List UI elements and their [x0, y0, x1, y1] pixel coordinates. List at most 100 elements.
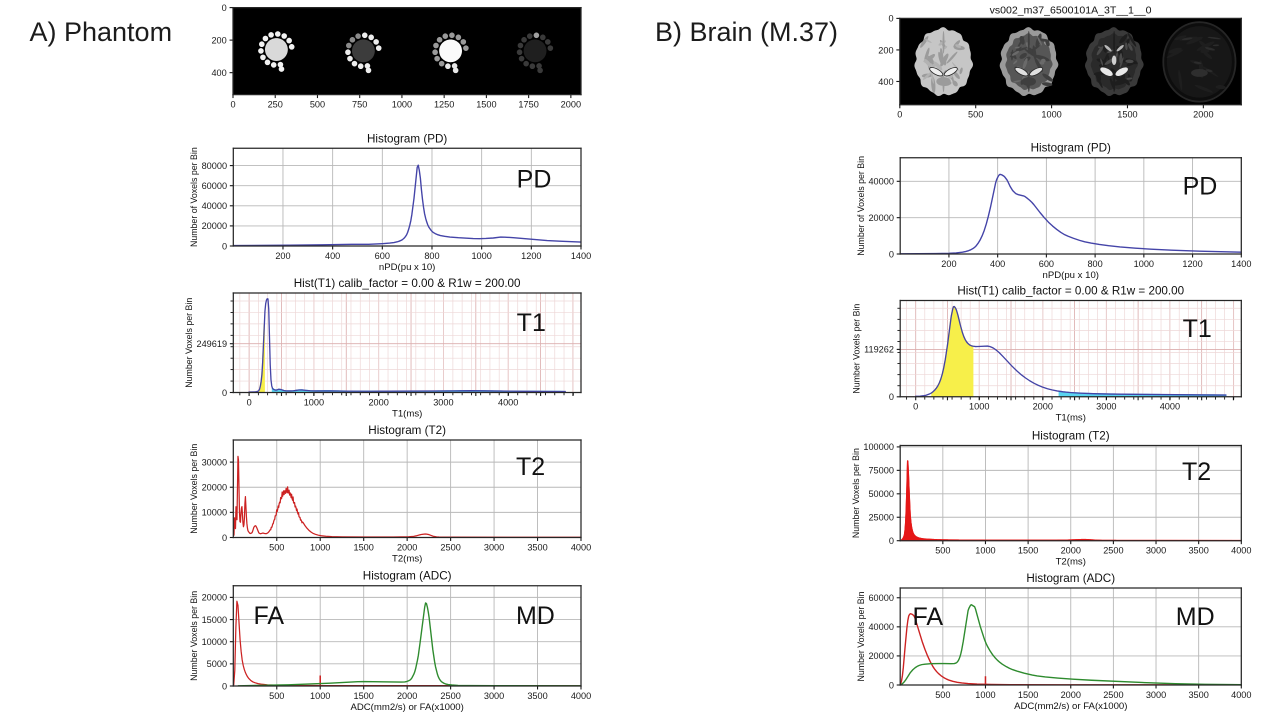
svg-text:2000: 2000	[1193, 110, 1213, 120]
svg-text:T2(ms): T2(ms)	[1056, 557, 1086, 568]
svg-text:249619: 249619	[196, 339, 227, 349]
svg-text:1000: 1000	[392, 99, 412, 109]
svg-text:nPD(pu x 10): nPD(pu x 10)	[1043, 270, 1099, 281]
svg-text:MD: MD	[1176, 603, 1215, 631]
svg-text:2000: 2000	[1033, 402, 1053, 412]
svg-text:PD: PD	[517, 165, 552, 193]
svg-text:2500: 2500	[440, 542, 460, 552]
svg-text:400: 400	[211, 68, 226, 78]
svg-text:T2: T2	[1182, 458, 1211, 486]
svg-text:Histogram (PD): Histogram (PD)	[367, 132, 447, 145]
svg-text:200: 200	[211, 35, 226, 45]
svg-text:1000: 1000	[969, 402, 989, 412]
svg-text:4000: 4000	[571, 691, 591, 701]
svg-text:60000: 60000	[202, 181, 227, 191]
svg-text:4000: 4000	[1231, 546, 1251, 556]
svg-text:4000: 4000	[498, 397, 518, 407]
svg-text:25000: 25000	[868, 513, 893, 523]
svg-text:2000: 2000	[397, 691, 417, 701]
svg-text:10000: 10000	[202, 508, 227, 518]
svg-text:400: 400	[325, 251, 340, 261]
svg-text:3000: 3000	[484, 542, 504, 552]
svg-text:1000: 1000	[975, 546, 995, 556]
svg-text:30000: 30000	[202, 457, 227, 467]
svg-text:Histogram (T2): Histogram (T2)	[368, 424, 446, 437]
svg-text:500: 500	[935, 690, 950, 700]
svg-text:0: 0	[222, 681, 227, 691]
svg-text:Number Voxels per Bin: Number Voxels per Bin	[189, 444, 199, 534]
svg-text:2500: 2500	[440, 691, 460, 701]
svg-text:750: 750	[352, 99, 367, 109]
svg-text:1500: 1500	[1018, 546, 1038, 556]
svg-text:3500: 3500	[527, 691, 547, 701]
svg-text:Number of Voxels per Bin: Number of Voxels per Bin	[189, 147, 199, 247]
svg-text:T1: T1	[1183, 315, 1212, 343]
svg-text:20000: 20000	[202, 221, 227, 231]
svg-text:1500: 1500	[1018, 690, 1038, 700]
svg-text:2500: 2500	[1103, 690, 1123, 700]
svg-text:Histogram (T2): Histogram (T2)	[1032, 430, 1110, 443]
svg-text:ADC(mm2/s) or FA(x1000): ADC(mm2/s) or FA(x1000)	[350, 702, 463, 713]
svg-text:20000: 20000	[868, 651, 893, 661]
svg-text:0: 0	[889, 680, 894, 690]
svg-text:4000: 4000	[1160, 402, 1180, 412]
svg-text:0: 0	[222, 241, 227, 251]
svg-text:2000: 2000	[1061, 690, 1081, 700]
svg-text:100000: 100000	[863, 442, 894, 452]
svg-text:3000: 3000	[484, 691, 504, 701]
svg-text:Histogram (PD): Histogram (PD)	[1031, 142, 1111, 155]
svg-text:500: 500	[269, 691, 284, 701]
svg-text:MD: MD	[516, 602, 555, 630]
svg-text:0: 0	[889, 536, 894, 546]
svg-text:FA: FA	[912, 603, 943, 631]
svg-text:15000: 15000	[202, 615, 227, 625]
svg-text:40000: 40000	[868, 622, 893, 632]
svg-text:1000: 1000	[310, 691, 330, 701]
svg-text:2000: 2000	[561, 99, 581, 109]
svg-text:400: 400	[990, 259, 1005, 269]
svg-text:2000: 2000	[1061, 546, 1081, 556]
svg-text:500: 500	[310, 99, 325, 109]
svg-text:1200: 1200	[1182, 259, 1202, 269]
svg-text:3500: 3500	[527, 542, 547, 552]
svg-text:Number Voxels per Bin: Number Voxels per Bin	[856, 591, 866, 681]
svg-text:40000: 40000	[202, 201, 227, 211]
svg-text:2000: 2000	[368, 397, 388, 407]
svg-text:0: 0	[889, 249, 894, 259]
svg-text:0: 0	[230, 99, 235, 109]
svg-text:1400: 1400	[1231, 259, 1251, 269]
svg-text:Histogram (ADC): Histogram (ADC)	[363, 570, 452, 583]
svg-text:3000: 3000	[433, 397, 453, 407]
svg-text:vs002_m37_6500101A_3T__1__0: vs002_m37_6500101A_3T__1__0	[990, 5, 1152, 17]
svg-text:Hist(T1) calib_factor = 0.00 &: Hist(T1) calib_factor = 0.00 & R1w = 200…	[957, 285, 1184, 298]
svg-text:1000: 1000	[310, 542, 330, 552]
svg-text:20000: 20000	[868, 213, 893, 223]
svg-text:600: 600	[1039, 259, 1054, 269]
svg-text:75000: 75000	[868, 466, 893, 476]
svg-text:1000: 1000	[1041, 110, 1061, 120]
svg-text:200: 200	[941, 259, 956, 269]
svg-text:10000: 10000	[202, 637, 227, 647]
svg-text:2000: 2000	[397, 542, 417, 552]
svg-text:2500: 2500	[1103, 546, 1123, 556]
svg-text:1500: 1500	[354, 542, 374, 552]
svg-text:0: 0	[897, 110, 902, 120]
svg-text:250: 250	[268, 99, 283, 109]
svg-text:1200: 1200	[521, 251, 541, 261]
svg-text:80000: 80000	[202, 161, 227, 171]
svg-text:nPD(pu x 10): nPD(pu x 10)	[379, 262, 435, 273]
svg-text:800: 800	[424, 251, 439, 261]
svg-text:200: 200	[878, 45, 893, 55]
svg-text:500: 500	[269, 542, 284, 552]
svg-text:1500: 1500	[1117, 110, 1137, 120]
svg-text:20000: 20000	[202, 483, 227, 493]
svg-text:1400: 1400	[571, 251, 591, 261]
svg-text:Number Voxels per Bin: Number Voxels per Bin	[851, 448, 861, 538]
svg-text:1000: 1000	[1134, 259, 1154, 269]
svg-text:3000: 3000	[1146, 690, 1166, 700]
svg-text:1000: 1000	[471, 251, 491, 261]
svg-text:Hist(T1) calib_factor = 0.00 &: Hist(T1) calib_factor = 0.00 & R1w = 200…	[294, 277, 521, 290]
svg-text:0: 0	[222, 388, 227, 398]
svg-text:0: 0	[222, 533, 227, 543]
svg-text:500: 500	[935, 546, 950, 556]
